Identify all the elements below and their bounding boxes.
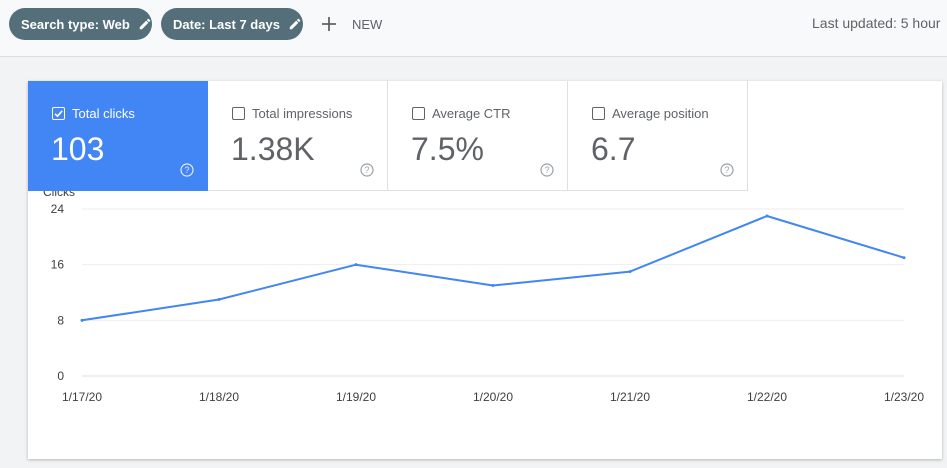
data-point xyxy=(491,284,495,288)
last-updated-text: Last updated: 5 hour xyxy=(812,15,941,31)
svg-text:?: ? xyxy=(364,165,369,175)
help-icon[interactable]: ? xyxy=(360,163,374,177)
pencil-icon[interactable] xyxy=(288,17,302,31)
clicks-line-chart: Clicks 0 8 16 24 1/17/20 1/18/20 1/19/20 1/20/20… xyxy=(43,191,924,404)
data-point xyxy=(80,318,84,322)
help-icon[interactable]: ? xyxy=(720,163,734,177)
x-tick-label: 1/23/20 xyxy=(884,390,924,404)
metric-average-ctr[interactable]: Average CTR 7.5% ? xyxy=(388,81,568,191)
date-range-chip-label: Date: Last 7 days xyxy=(173,16,280,32)
help-icon[interactable]: ? xyxy=(180,163,194,177)
y-axis-label: Clicks xyxy=(43,191,75,199)
checkbox-unchecked-icon[interactable] xyxy=(412,107,425,120)
metric-value: 103 xyxy=(51,131,105,167)
y-tick-label: 0 xyxy=(57,369,64,383)
metric-total-impressions[interactable]: Total impressions 1.38K ? xyxy=(208,81,388,191)
data-point xyxy=(628,270,632,274)
search-type-chip-label: Search type: Web xyxy=(21,16,130,32)
metric-average-position[interactable]: Average position 6.7 ? xyxy=(568,81,748,191)
date-range-chip[interactable]: Date: Last 7 days xyxy=(161,8,303,40)
data-point xyxy=(765,214,769,218)
metric-total-clicks[interactable]: Total clicks 103 ? xyxy=(28,81,208,191)
help-icon[interactable]: ? xyxy=(540,163,554,177)
checkbox-unchecked-icon[interactable] xyxy=(232,107,245,120)
metric-value: 7.5% xyxy=(411,131,484,167)
metric-label: Total clicks xyxy=(72,106,135,121)
x-tick-label: 1/17/20 xyxy=(62,390,102,404)
metric-label: Average CTR xyxy=(432,106,511,121)
new-filter-button[interactable]: NEW xyxy=(320,8,382,40)
data-point xyxy=(354,263,358,267)
data-point xyxy=(217,297,221,301)
x-tick-label: 1/22/20 xyxy=(747,390,787,404)
search-type-chip[interactable]: Search type: Web xyxy=(9,8,152,40)
pencil-icon[interactable] xyxy=(138,17,152,31)
x-tick-label: 1/18/20 xyxy=(199,390,239,404)
metric-label: Total impressions xyxy=(252,106,353,121)
y-tick-label: 16 xyxy=(51,258,65,272)
metric-value: 1.38K xyxy=(231,131,315,167)
data-point xyxy=(902,256,906,260)
filter-bar: Search type: Web Date: Last 7 days NEW L… xyxy=(0,0,947,57)
svg-text:?: ? xyxy=(184,165,189,175)
svg-text:?: ? xyxy=(724,165,729,175)
series-line-total-clicks xyxy=(81,215,905,322)
svg-text:?: ? xyxy=(544,165,549,175)
y-tick-label: 24 xyxy=(51,202,65,216)
x-tick-label: 1/21/20 xyxy=(610,390,650,404)
checkbox-unchecked-icon[interactable] xyxy=(592,107,605,120)
x-tick-label: 1/19/20 xyxy=(336,390,376,404)
checkbox-checked-icon[interactable] xyxy=(52,107,65,120)
y-tick-label: 8 xyxy=(57,313,64,327)
metric-label: Average position xyxy=(612,106,709,121)
performance-card: Total clicks 103 ? Total impressions 1.3… xyxy=(28,81,942,459)
metric-value: 6.7 xyxy=(591,131,636,167)
new-filter-label: NEW xyxy=(352,16,383,32)
x-tick-label: 1/20/20 xyxy=(473,390,513,404)
plus-icon xyxy=(320,15,338,33)
